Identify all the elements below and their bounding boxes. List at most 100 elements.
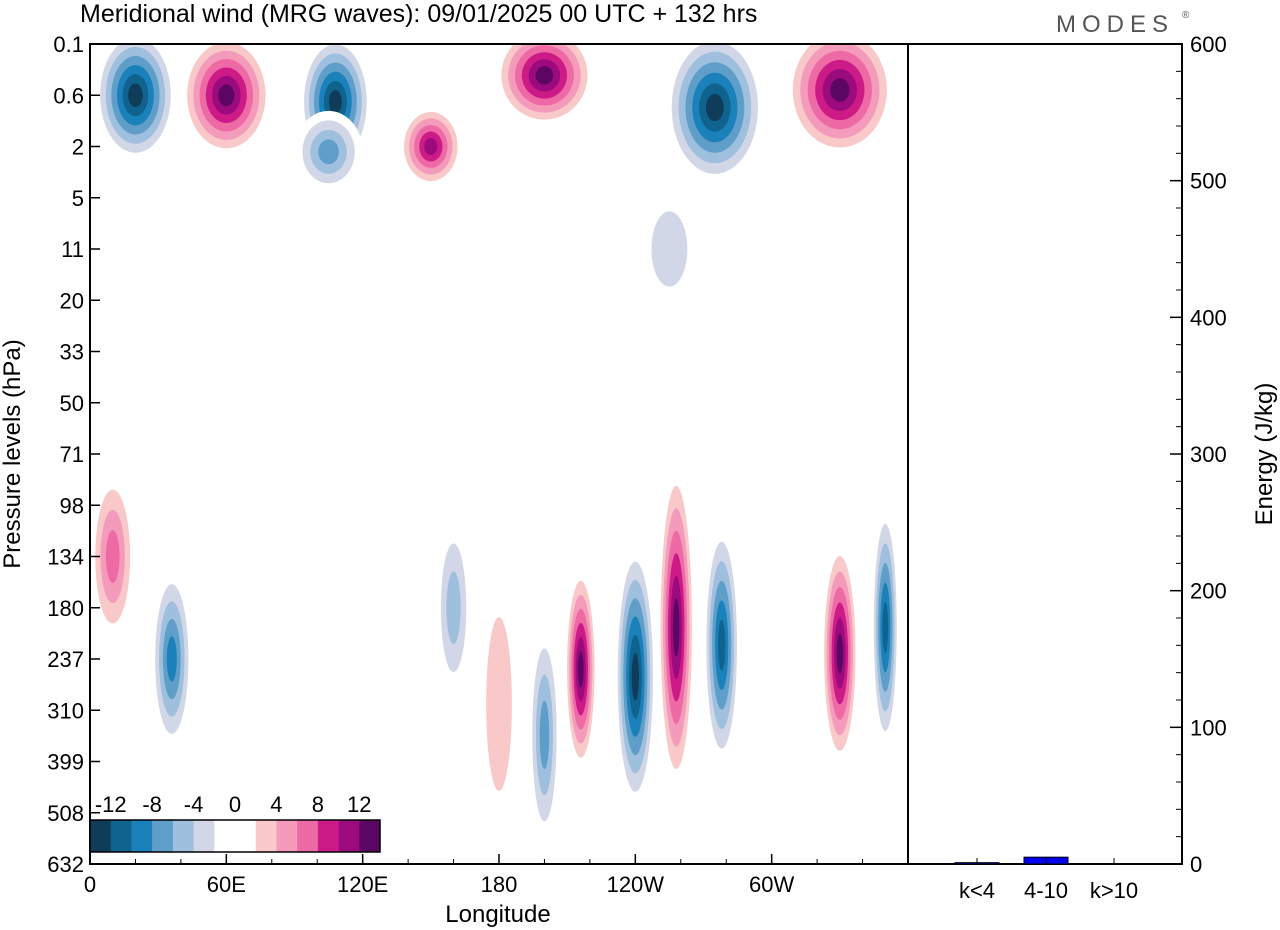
y-axis-ticks: 0.1 0.6 2 5 11 20 33 50 71 98 134 180 237 310 399 508 63… [47, 32, 100, 877]
wind-anomaly-5 [494, 44, 595, 127]
colorbar-swatch [338, 820, 360, 852]
energy-y-ticks: 0 100 200 300 400 500 600 [1170, 32, 1227, 877]
x-tick-label: 60W [749, 872, 794, 897]
contour-band [446, 571, 461, 645]
y-tick-label: 33 [60, 340, 84, 365]
contour-band [539, 700, 550, 769]
colorbar-label: -8 [142, 792, 162, 817]
contour-band [128, 83, 143, 108]
colorbar: -12 -8 -4 0 4 8 12 [89, 792, 381, 853]
y-tick-label: 98 [60, 493, 84, 518]
colorbar-swatch [235, 820, 257, 852]
energy-tick-label: 200 [1190, 579, 1227, 604]
wind-anomaly-11 [151, 566, 193, 752]
wind-anomaly-3 [399, 105, 463, 188]
y-tick-label: 134 [47, 545, 84, 570]
y-tick-label: 71 [60, 442, 84, 467]
y-tick-label: 237 [47, 647, 84, 672]
contour-band [631, 652, 639, 701]
colorbar-swatch [214, 820, 236, 852]
wind-anomaly-4 [294, 110, 363, 193]
contour-band [166, 636, 177, 682]
colorbar-label: 8 [312, 792, 324, 817]
contour-band [705, 93, 724, 122]
energy-tick-label: 400 [1190, 305, 1227, 330]
energy-categories: k<4 4-10 k>10 [959, 858, 1138, 903]
y-tick-label: 0.6 [53, 83, 84, 108]
wind-anomaly-14 [528, 622, 561, 848]
x-tick-label: 60E [207, 872, 246, 897]
x-tick-label: 120E [337, 872, 388, 897]
contour-band [717, 619, 726, 671]
colorbar-label: 12 [347, 792, 371, 817]
energy-tick-label: 0 [1190, 852, 1202, 877]
contour-band [672, 598, 680, 657]
colorbar-swatch [317, 820, 339, 852]
contour-band [882, 601, 889, 653]
wind-anomaly-20 [871, 504, 899, 751]
colorbar-swatch [193, 820, 215, 852]
brand-mark: ® [1182, 10, 1190, 21]
colorbar-swatch [110, 820, 132, 852]
wind-anomaly-10 [90, 469, 136, 644]
energy-panel: 0 100 200 300 400 500 600 k<4 4-10 k>10 Energy (… [907, 32, 1278, 903]
colorbar-swatch [131, 820, 153, 852]
energy-tick-label: 300 [1190, 442, 1227, 467]
contour-band [535, 66, 554, 85]
wind-anomaly-6 [664, 44, 765, 185]
y-tick-label: 310 [47, 698, 84, 723]
y-tick-label: 180 [47, 596, 84, 621]
contour-band [218, 84, 235, 107]
energy-tick-label: 500 [1190, 169, 1227, 194]
colorbar-swatch [359, 820, 381, 852]
colorbar-label: -4 [184, 792, 204, 817]
wind-anomaly-0 [94, 44, 177, 162]
colorbar-frame [89, 819, 381, 853]
wind-anomaly-8 [637, 182, 702, 316]
energy-category-label: k<4 [959, 878, 995, 903]
contour-band [105, 530, 120, 583]
contour-band [830, 78, 850, 102]
x-tick-label: 120W [607, 872, 665, 897]
y-tick-label: 5 [72, 186, 84, 211]
wind-anomaly-7 [785, 44, 895, 157]
contour-band [318, 139, 339, 165]
colorbar-swatch [255, 820, 277, 852]
contour-band [399, 274, 463, 531]
x-axis-label: Longitude [445, 901, 550, 928]
energy-frame [907, 43, 1183, 865]
chart-title: Meridional wind (MRG waves): 09/01/2025 … [80, 0, 757, 28]
heatmap-field [90, 44, 899, 858]
contour-band [651, 211, 688, 287]
y-tick-label: 50 [60, 391, 84, 416]
y-tick-label: 399 [47, 750, 84, 775]
wind-anomaly-18 [703, 522, 740, 769]
x-axis-ticks: 0 60E 120E 180 120W 60W [84, 854, 909, 897]
colorbar-swatch [276, 820, 298, 852]
brand-logo: MODES ® [1056, 10, 1190, 38]
colorbar-swatch [90, 820, 112, 852]
contour-band [328, 89, 342, 114]
y-tick-label: 20 [60, 288, 84, 313]
y-axis-label: Pressure levels (hPa) [0, 339, 26, 568]
colorbar-swatch [152, 820, 174, 852]
colorbar-swatch [297, 820, 319, 852]
wind-anomaly-16 [614, 543, 656, 810]
wind-anomaly-15 [564, 566, 597, 772]
brand-text: MODES [1056, 11, 1174, 38]
colorbar-swatch [172, 820, 194, 852]
y-tick-label: 0.1 [53, 32, 84, 57]
contour-band [577, 650, 584, 688]
contour-band [836, 633, 844, 674]
energy-tick-label: 100 [1190, 715, 1227, 740]
x-tick-label: 0 [84, 872, 96, 897]
wind-anomaly-1 [180, 44, 272, 157]
energy-category-label: 4-10 [1024, 878, 1068, 903]
x-tick-label: 180 [481, 872, 518, 897]
colorbar-label: -12 [95, 792, 127, 817]
energy-axis-label: Energy (J/kg) [1251, 383, 1278, 526]
y-tick-label: 508 [47, 801, 84, 826]
y-tick-label: 11 [61, 237, 84, 262]
y-tick-label: 2 [72, 135, 84, 160]
